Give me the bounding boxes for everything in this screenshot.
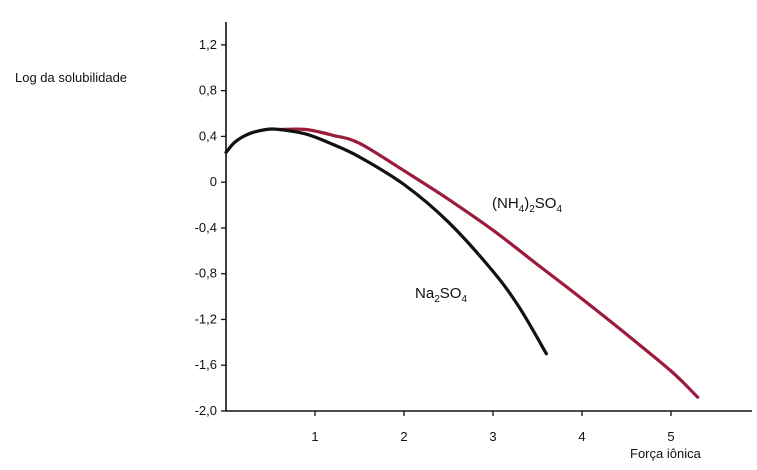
- ticks: 1,2 0,8 0,4 0 -0,4 -0,8 -1,2 -1,6 -2,0 1 2 3 4 5: [195, 37, 675, 444]
- series-label-nh4so4: (NH4)2SO4: [492, 195, 562, 215]
- y-axis-title: Log da solubilidade: [15, 70, 127, 85]
- series-label-na2so4: Na2SO4: [415, 285, 467, 305]
- x-tick-label: 2: [400, 429, 407, 444]
- y-tick-label: -0,8: [195, 266, 217, 281]
- y-tick-label: -1,6: [195, 357, 217, 372]
- series-line-na2so4: [224, 127, 548, 356]
- y-tick-label: -1,2: [195, 311, 217, 326]
- y-tick-label: 0,8: [199, 83, 217, 98]
- series-line-nh4so4: [277, 127, 700, 399]
- y-tick-label: -0,4: [195, 220, 217, 235]
- series-lines: [224, 127, 700, 399]
- x-tick-label: 4: [578, 429, 585, 444]
- x-axis-title: Força iônica: [630, 446, 702, 461]
- y-tick-label: 0: [210, 174, 217, 189]
- x-tick-label: 3: [489, 429, 496, 444]
- y-tick-label: 0,4: [199, 128, 217, 143]
- y-tick-label: -2,0: [195, 403, 217, 418]
- y-tick-label: 1,2: [199, 37, 217, 52]
- x-tick-label: 5: [667, 429, 674, 444]
- axes: [225, 22, 752, 412]
- x-tick-label: 1: [311, 429, 318, 444]
